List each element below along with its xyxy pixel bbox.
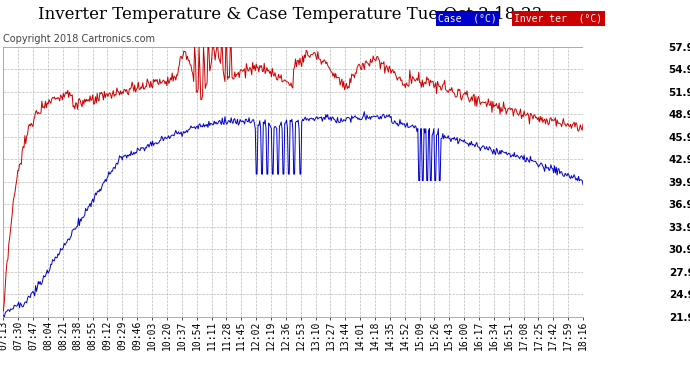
Text: Copyright 2018 Cartronics.com: Copyright 2018 Cartronics.com: [3, 34, 155, 44]
Text: Case  (°C): Case (°C): [438, 14, 497, 24]
Text: Inverter Temperature & Case Temperature Tue Oct 2 18:23: Inverter Temperature & Case Temperature …: [38, 6, 542, 22]
Text: Inver ter  (°C): Inver ter (°C): [514, 14, 602, 24]
